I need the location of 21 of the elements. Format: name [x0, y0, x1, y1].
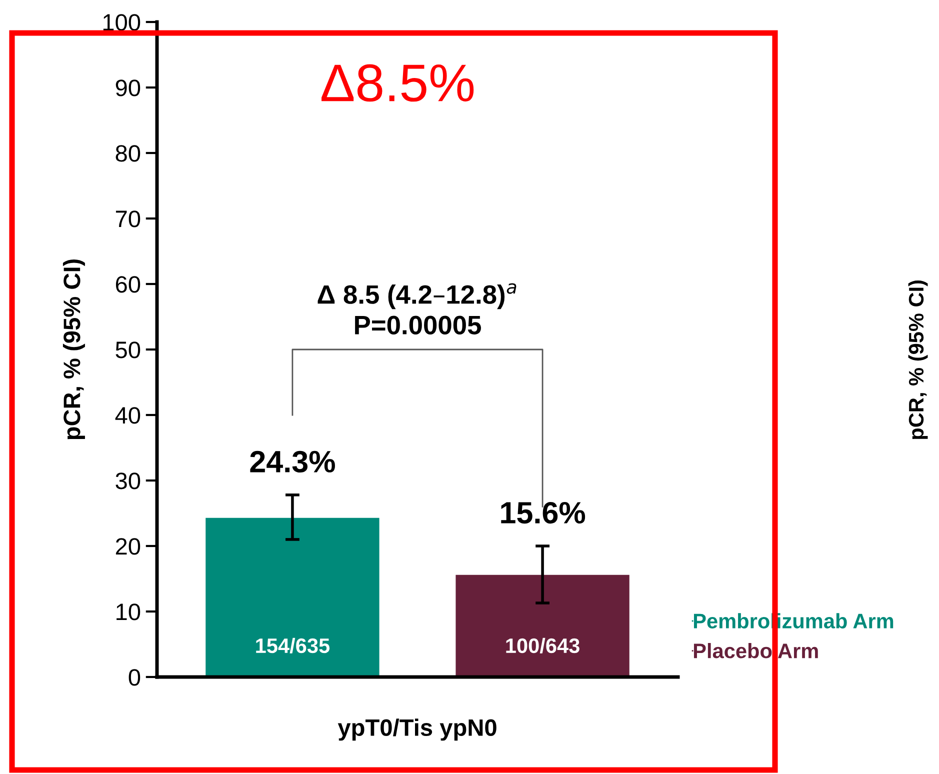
text: Δ 8.5 (4.2–12.8)$^{a}$ P=0.00005 — [318, 283, 516, 334]
y-tick-label: 100 — [103, 14, 140, 31]
y-tick-label: 30 — [116, 472, 140, 490]
y-tick-label: 70 — [116, 210, 140, 228]
y-tick-label: 80 — [116, 145, 140, 162]
y-tick-label: 0 — [128, 669, 140, 686]
y-tick-label: 40 — [115, 407, 140, 424]
y-axis-title: pCR, % (95% CI) — [62, 259, 85, 440]
y-tick-label: 50 — [116, 342, 140, 358]
text: pCR, % (95% CI) — [908, 280, 928, 439]
legend-label: Placebo Arm — [694, 642, 818, 658]
data-label: 24.3% — [250, 450, 335, 473]
y-tick-label: 10 — [116, 604, 140, 620]
annotation: 154/635 — [256, 638, 330, 654]
y-tick-label: 20 — [116, 538, 140, 555]
data-label: 15.6% — [501, 502, 586, 524]
y-tick-label: 90 — [116, 80, 140, 96]
y-tick-label: 60 — [116, 276, 140, 293]
annotation: 100/643 — [506, 638, 580, 654]
annotation: Δ8.5% — [322, 64, 474, 102]
x-tick-label: ypT0/Tis ypN0 — [338, 718, 496, 741]
